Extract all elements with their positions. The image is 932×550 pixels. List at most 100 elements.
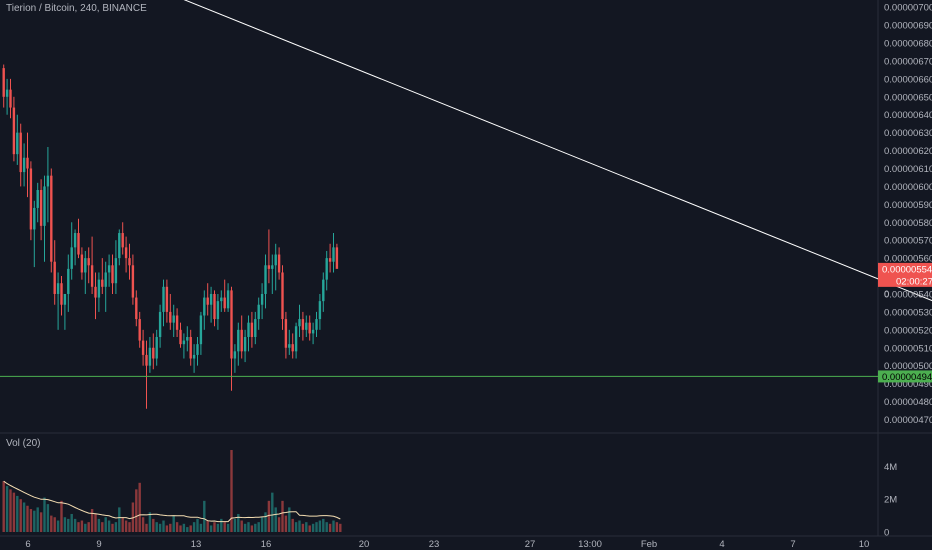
volume-bar [50,515,53,532]
volume-bar [325,522,328,532]
volume-bar [158,523,162,532]
volume-bar [87,522,90,532]
candle-body [318,301,322,320]
price-tick-label: 0.00000590 [884,200,932,211]
last-price-badge [878,262,932,287]
volume-bar [16,495,19,532]
price-tick-label: 0.00000650 [884,92,932,103]
volume-bar [124,520,128,532]
volume-bar [213,522,216,532]
volume-bar [281,500,284,532]
last-price-label: 0.00000554 [882,264,932,275]
candle-body [39,190,43,226]
volume-bar [260,517,264,532]
candle-body [165,286,169,312]
time-tick-label: 23 [429,539,440,550]
candle-body [33,207,36,230]
candle-body [247,322,250,337]
candle-body [298,319,301,327]
price-tick-label: 0.00000620 [884,146,932,157]
volume-bar [186,527,189,532]
candle-body [186,336,189,341]
price-tick-label: 0.00000630 [884,128,932,139]
candle-body [101,279,104,287]
price-tick-label: 0.00000610 [884,164,932,175]
volume-bar [162,520,165,532]
price-tick-label: 0.00000680 [884,39,932,50]
volume-bar [121,517,124,532]
volume-bar [318,520,322,532]
time-tick-label: 20 [359,539,370,550]
candle-body [141,340,145,355]
volume-bar [308,525,311,532]
volume-bar [240,520,243,532]
volume-bar [128,522,131,532]
volume-bar [288,507,291,532]
volume-bars [2,450,342,532]
candle-body [107,265,111,273]
volume-bar [294,522,298,532]
candle-body [80,254,84,273]
volume-bar [165,525,169,532]
candle-body [22,157,26,173]
volume-bar [29,509,33,532]
volume-bar [56,520,60,532]
candle-body [29,168,33,230]
candle-body [216,301,220,320]
volume-bar [26,505,29,532]
volume-bar [264,512,267,532]
candle-body [257,304,260,320]
candle-body [94,286,97,298]
volume-bar [97,518,101,532]
time-tick-label: Feb [641,539,657,550]
chart-title: Tierion / Bitcoin, 240, BINANCE [6,3,147,14]
volume-bar [199,523,203,532]
candle-body [209,293,213,305]
trendline[interactable] [181,0,932,362]
candle-body [67,268,70,294]
candle-body [223,297,226,309]
time-tick-label: 13 [191,539,202,550]
volume-bar [237,513,240,532]
candle-body [206,297,209,305]
volume-bar [33,510,36,532]
candle-body [213,293,216,320]
price-axis[interactable]: 0.00000470 0.00000480 0.00000490 0.00000500… [884,3,932,426]
volume-bar [111,523,114,532]
candle-body [104,272,107,287]
support-price-label: 0.00000494 [882,372,932,383]
candle-body [12,107,16,155]
candle-body [189,336,192,359]
price-tick-label: 0.00000560 [884,254,932,265]
candle-body [250,322,254,337]
volume-bar [220,518,223,532]
volume-bar [339,523,342,532]
candle-body [264,265,267,294]
volume-bar [5,486,9,532]
candle-body [87,258,90,266]
volume-bar [277,517,281,532]
volume-axis: 4M 2M 0 [884,462,897,539]
time-tick-label: 6 [25,539,30,550]
candle-body [243,336,247,352]
time-tick-label: 10 [859,539,870,550]
time-axis[interactable]: 6 9 13 16 20 23 27 13:00 Feb 4 7 10 [25,539,869,550]
volume-bar [67,518,70,532]
volume-bar [46,504,50,532]
volume-bar [101,522,104,532]
candle-body [9,89,12,108]
volume-bar [230,450,233,532]
candle-body [70,247,73,269]
support-price-badge [878,370,932,383]
candle-body [53,261,56,294]
volume-bar [63,517,67,532]
volume-bar [135,489,138,532]
volume-bar [335,522,339,532]
candle-body [311,329,315,334]
candle-body [2,68,5,97]
candle-body [182,340,186,345]
candle-body [77,233,80,255]
candle-body [158,311,162,337]
volume-bar [254,523,257,532]
